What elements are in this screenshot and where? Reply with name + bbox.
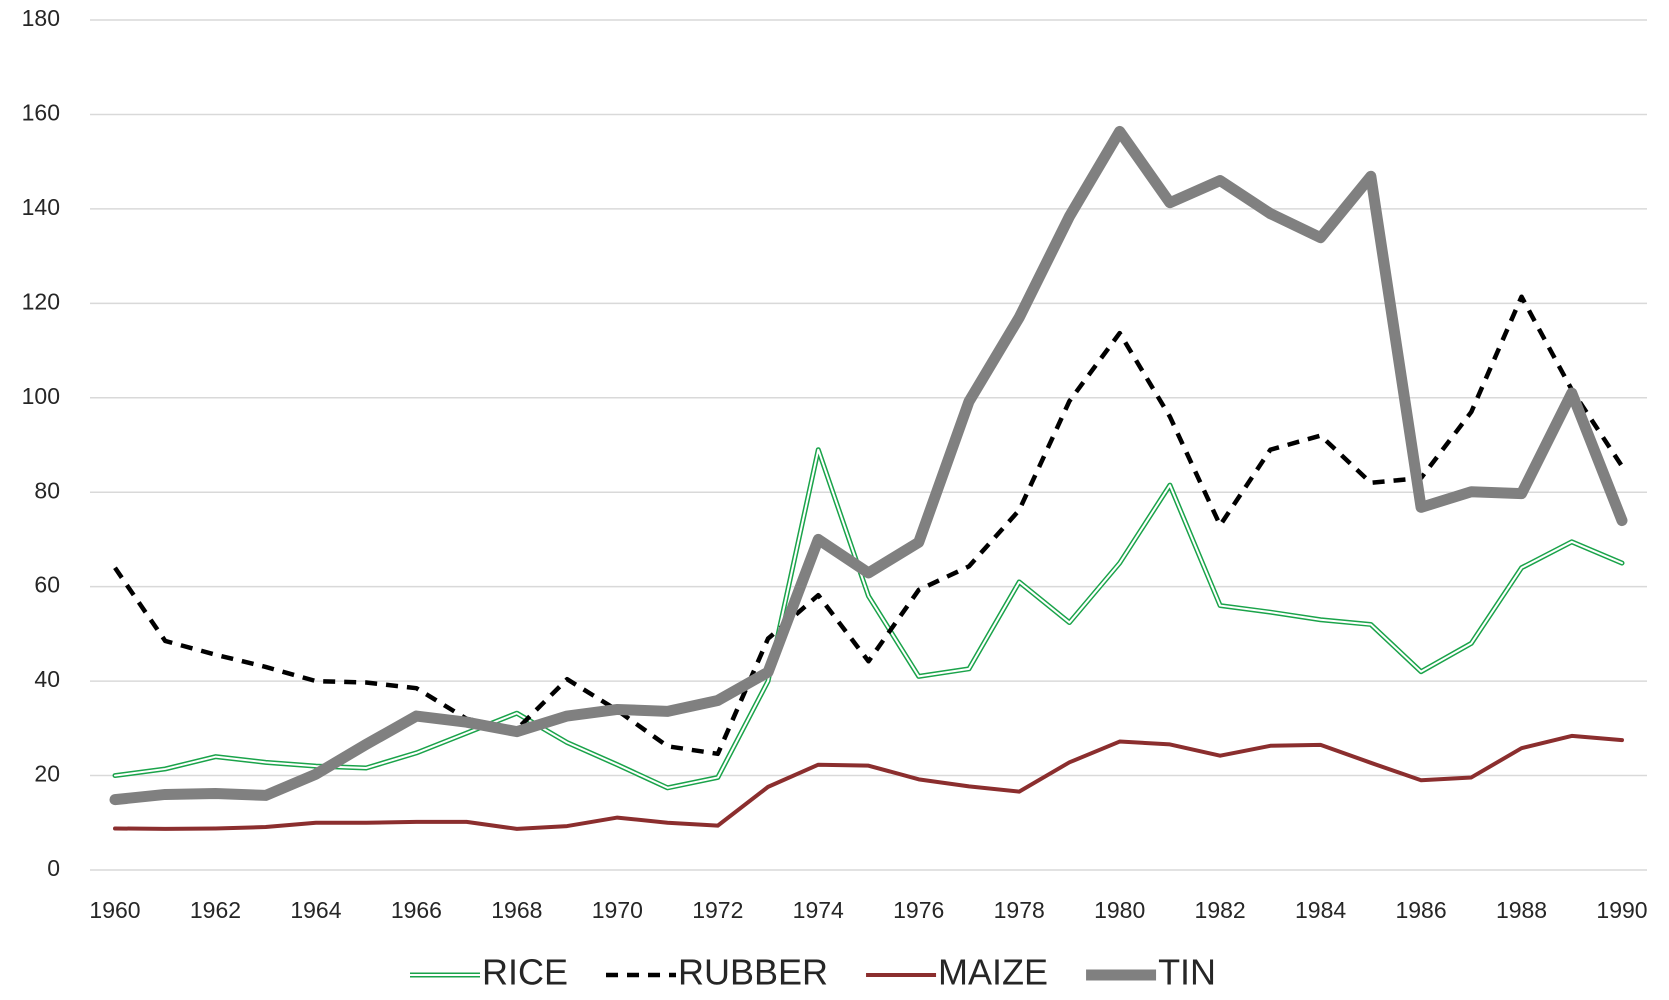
series-line-inner <box>114 448 1623 789</box>
y-tick-label: 40 <box>34 666 60 692</box>
series-line <box>109 125 1628 806</box>
legend-label: RUBBER <box>678 952 828 993</box>
x-tick-label: 1968 <box>491 897 542 923</box>
y-tick-label: 60 <box>34 572 60 598</box>
x-tick-label: 1964 <box>290 897 341 923</box>
y-tick-label: 180 <box>22 5 60 31</box>
x-tick-label: 1960 <box>89 897 140 923</box>
series-line <box>112 447 1625 791</box>
x-tick-label: 1988 <box>1496 897 1547 923</box>
x-tick-label: 1982 <box>1195 897 1246 923</box>
x-tick-label: 1972 <box>692 897 743 923</box>
legend-label: MAIZE <box>938 952 1048 993</box>
legend-label: RICE <box>482 952 568 993</box>
x-tick-label: 1986 <box>1395 897 1446 923</box>
y-tick-label: 20 <box>34 761 60 787</box>
x-tick-label: 1980 <box>1094 897 1145 923</box>
y-tick-label: 140 <box>22 194 60 220</box>
x-tick-label: 1990 <box>1596 897 1647 923</box>
legend-label: TIN <box>1158 952 1216 993</box>
y-tick-label: 100 <box>22 383 60 409</box>
x-tick-label: 1974 <box>793 897 844 923</box>
x-tick-label: 1978 <box>994 897 1045 923</box>
x-tick-label: 1966 <box>391 897 442 923</box>
y-tick-label: 80 <box>34 477 60 503</box>
x-tick-label: 1962 <box>190 897 241 923</box>
y-tick-label: 160 <box>22 100 60 126</box>
y-tick-label: 120 <box>22 288 60 314</box>
x-tick-label: 1970 <box>592 897 643 923</box>
x-tick-label: 1976 <box>893 897 944 923</box>
x-tick-label: 1984 <box>1295 897 1346 923</box>
series-line <box>113 733 1624 831</box>
y-tick-label: 0 <box>47 855 60 881</box>
series-line <box>113 294 1624 757</box>
